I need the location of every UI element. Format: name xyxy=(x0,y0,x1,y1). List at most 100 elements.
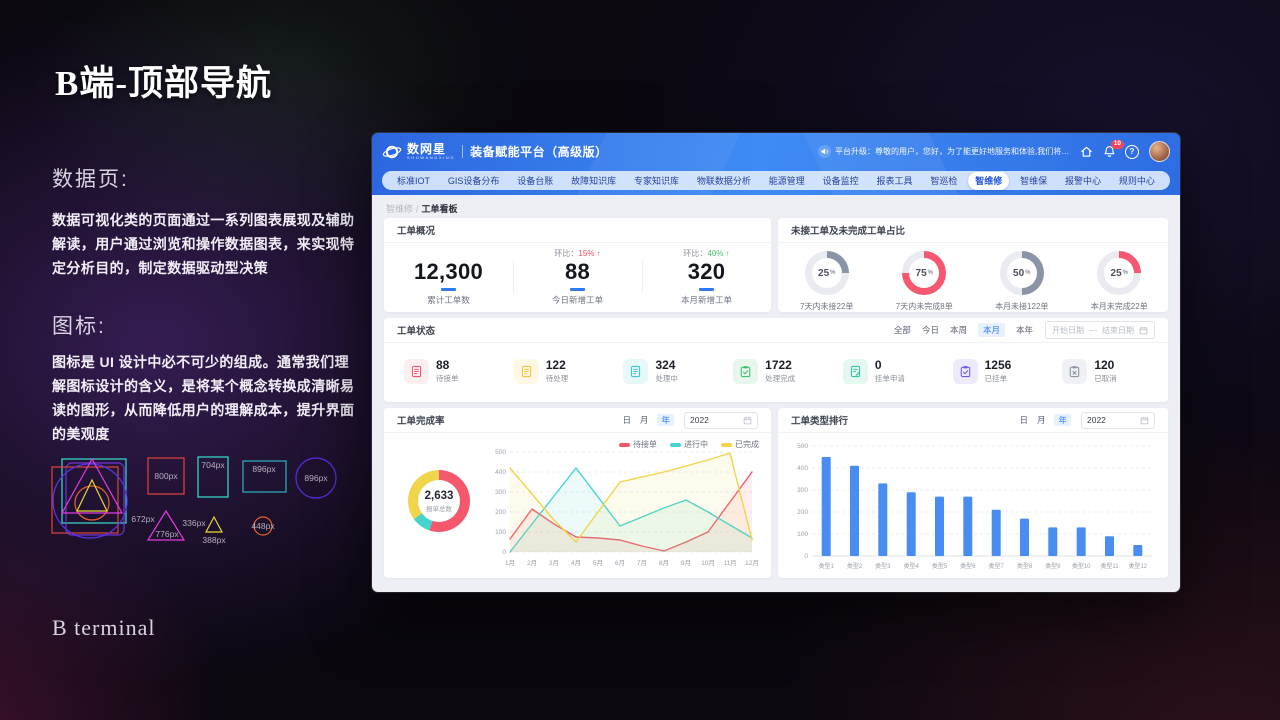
nav-tab-故障知识库[interactable]: 故障知识库 xyxy=(571,176,617,186)
legend-待接单[interactable]: 待接单 xyxy=(619,439,657,450)
svg-text:400: 400 xyxy=(495,469,506,476)
gauge-row: 25% 7天内未接22单 75% 7天内未完成8单 50% 本月未接122单 2… xyxy=(778,243,1168,312)
nav-tab-报警中心[interactable]: 报警中心 xyxy=(1064,176,1101,186)
edit-icon xyxy=(842,358,868,384)
spec-label-triangle-yellow-b: 388px xyxy=(202,535,226,545)
gauge-label: 本月未完成22单 xyxy=(1090,302,1148,311)
status-label: 已挂单 xyxy=(984,374,1008,383)
svg-text:100: 100 xyxy=(495,529,506,536)
nav-tab-标准IOT[interactable]: 标准IOT xyxy=(397,176,430,186)
period-年[interactable]: 年 xyxy=(657,414,674,426)
period-月[interactable]: 月 xyxy=(639,415,649,425)
svg-text:类型2: 类型2 xyxy=(847,562,863,570)
stat-underline xyxy=(441,288,456,292)
card-title: 工单状态 xyxy=(397,326,436,337)
nav-tab-规则中心[interactable]: 规则中心 xyxy=(1118,176,1155,186)
status-value: 88 xyxy=(436,358,450,372)
svg-text:12月: 12月 xyxy=(745,559,759,567)
nav-tab-报表工具[interactable]: 报表工具 xyxy=(876,176,913,186)
spec-label-circle-purple: 896px xyxy=(304,473,328,483)
megaphone-icon xyxy=(818,145,831,158)
announcement-text: 平台升级：尊敬的用户，您好，为了能更好地服务和体验,我们将对平台进行升级，请..… xyxy=(835,147,1070,156)
stat-label: 本月新增工单 xyxy=(680,295,732,306)
status-item-待接单: 88 待接单 xyxy=(392,358,502,384)
announcement-bar[interactable]: 平台升级：尊敬的用户，您好，为了能更好地服务和体验,我们将对平台进行升级，请..… xyxy=(818,145,1070,158)
dashboard-content: 智维修 / 工单看板 工单概况 12,300 累计工单数 环比：15% ↑ 88 今… xyxy=(372,195,1180,592)
overview-stat: 环比：40% ↑ 320 本月新增工单 xyxy=(642,248,771,306)
overview-stat: 12,300 累计工单数 xyxy=(384,248,513,306)
work-order-overview-card: 工单概况 12,300 累计工单数 环比：15% ↑ 88 今日新增工单 环比：… xyxy=(384,218,771,312)
status-label: 待处理 xyxy=(545,374,569,383)
period-月[interactable]: 月 xyxy=(1036,415,1046,425)
gauge-label: 7天内未完成8单 xyxy=(895,302,953,311)
clip-icon xyxy=(952,358,978,384)
breadcrumb: 智维修 / 工单看板 xyxy=(386,204,458,214)
status-filters: 全部 今日 本周 本月 本年 开始日期 — 结束日期 xyxy=(883,321,1155,339)
period-年[interactable]: 年 xyxy=(1054,414,1071,426)
nav-tab-GIS设备分布[interactable]: GIS设备分布 xyxy=(447,176,500,186)
svg-text:7月: 7月 xyxy=(637,559,647,567)
nav-tab-设备监控[interactable]: 设备监控 xyxy=(822,176,859,186)
ranking-year-select[interactable]: 2022 xyxy=(1081,411,1155,429)
stat-value: 320 xyxy=(687,258,726,284)
spec-label-square-red: 800px xyxy=(154,471,178,481)
completion-year-select[interactable]: 2022 xyxy=(684,411,758,429)
dashboard-screenshot: 数网星 SHUWANGXING 装备赋能平台（高级版） 平台升级：尊敬的用户，您好… xyxy=(372,133,1180,592)
svg-text:300: 300 xyxy=(495,489,506,496)
date-range-input[interactable]: 开始日期 — 结束日期 xyxy=(1045,321,1155,339)
spec-label-triangle-yellow-w: 336px xyxy=(182,518,206,528)
calendar-icon xyxy=(743,416,752,424)
trend-label: 环比：15% ↑ xyxy=(554,248,601,258)
donut-total: 2,633 xyxy=(424,489,454,502)
gauge-ring: 75% xyxy=(902,251,947,295)
status-item-挂单申请: 0 挂单申请 xyxy=(831,358,941,384)
svg-text:类型10: 类型10 xyxy=(1072,562,1091,570)
section-body-data-page: 数据可视化类的页面通过一系列图表展现及辅助解读，用户通过浏览和操作数据图表，来实… xyxy=(52,212,355,276)
status-item-处理中: 324 处理中 xyxy=(611,358,721,384)
status-item-已挂单: 1256 已挂单 xyxy=(941,358,1051,384)
filter-本周[interactable]: 本周 xyxy=(949,325,967,335)
filter-本年[interactable]: 本年 xyxy=(1015,325,1033,335)
status-items: 88 待接单 122 待处理 324 处理中 1722 处理完成 0 挂单申请 1256 已… xyxy=(384,343,1168,399)
filter-全部[interactable]: 全部 xyxy=(893,325,911,335)
user-avatar[interactable] xyxy=(1149,141,1170,162)
nav-tab-专家知识库[interactable]: 专家知识库 xyxy=(633,176,679,186)
svg-text:类型4: 类型4 xyxy=(904,562,920,570)
svg-text:1月: 1月 xyxy=(505,559,515,567)
filter-本月[interactable]: 本月 xyxy=(977,323,1005,337)
nav-tab-智维保[interactable]: 智维保 xyxy=(1020,176,1048,186)
section-heading-icons: 图标: xyxy=(52,315,106,338)
stat-label: 累计工单数 xyxy=(427,295,470,306)
svg-text:200: 200 xyxy=(495,509,506,516)
svg-text:8月: 8月 xyxy=(659,559,669,567)
nav-tab-智维修[interactable]: 智维修 xyxy=(968,171,1010,190)
help-icon[interactable]: ? xyxy=(1125,144,1139,159)
filter-今日[interactable]: 今日 xyxy=(921,325,939,335)
svg-text:类型3: 类型3 xyxy=(875,562,891,570)
period-日[interactable]: 日 xyxy=(622,415,631,425)
status-value: 324 xyxy=(655,358,676,372)
home-icon[interactable] xyxy=(1079,145,1093,159)
legend-已完成[interactable]: 已完成 xyxy=(721,439,759,450)
footer-caption: B terminal xyxy=(52,615,156,640)
svg-text:4月: 4月 xyxy=(571,559,581,567)
svg-text:500: 500 xyxy=(797,443,808,450)
period-日[interactable]: 日 xyxy=(1019,415,1028,425)
svg-text:类型6: 类型6 xyxy=(960,562,976,570)
spec-label-rect-teal: 896px xyxy=(252,464,276,474)
legend-进行中[interactable]: 进行中 xyxy=(670,439,708,450)
calendar-icon xyxy=(1140,416,1149,424)
breadcrumb-parent[interactable]: 智维修 xyxy=(386,204,414,214)
nav-tab-物联数据分析[interactable]: 物联数据分析 xyxy=(696,176,751,186)
nav-tab-设备台账[interactable]: 设备台账 xyxy=(517,176,554,186)
gauge-label: 7天内未接22单 xyxy=(800,302,854,311)
nav-tab-智巡检[interactable]: 智巡检 xyxy=(930,176,958,186)
bell-icon[interactable]: 10 xyxy=(1102,139,1124,159)
svg-text:500: 500 xyxy=(495,449,506,456)
donut-ring: 2,633 报单总数 xyxy=(408,470,470,532)
svg-text:类型1: 类型1 xyxy=(819,562,835,570)
nav-tab-能源管理[interactable]: 能源管理 xyxy=(768,176,805,186)
svg-text:9月: 9月 xyxy=(681,559,691,567)
unfinished-ratio-card: 未接工单及未完成工单占比 25% 7天内未接22单 75% 7天内未完成8单 5… xyxy=(778,218,1168,312)
